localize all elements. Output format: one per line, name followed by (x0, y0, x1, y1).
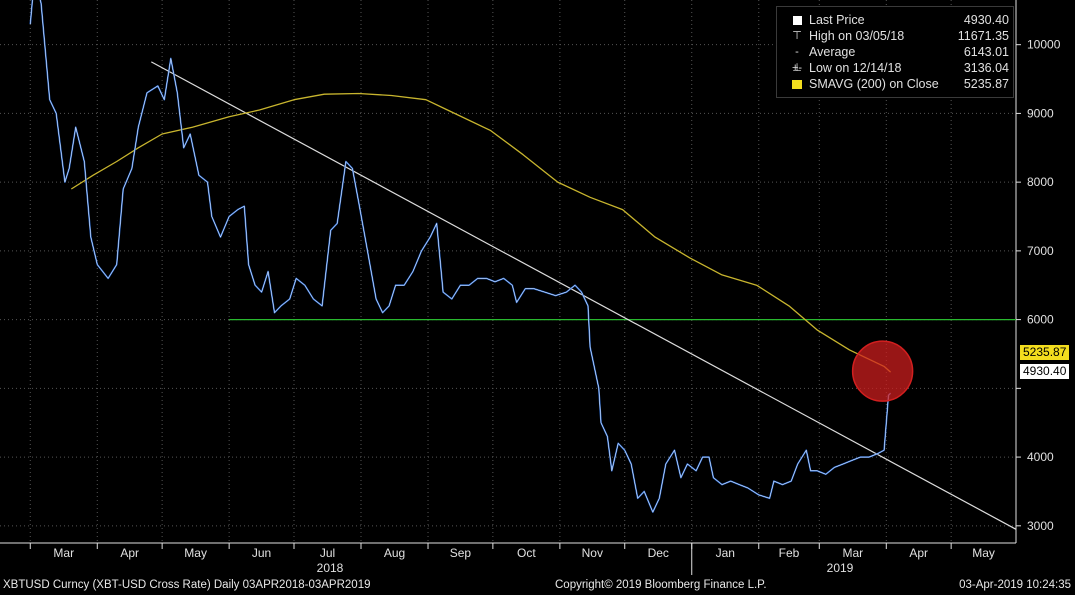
legend-value: 11671.35 (957, 29, 1009, 43)
low-tick-icon: ⊥ (792, 62, 802, 74)
x-tick-label: Sep (450, 546, 472, 560)
x-tick-label: Oct (517, 546, 536, 560)
legend-label: Low on 12/14/18 (809, 61, 902, 75)
x-tick-label: Mar (842, 546, 863, 560)
x-tick-label: Jul (320, 546, 335, 560)
yellow-square-icon (791, 76, 803, 92)
y-tick-label: 3000 (1027, 519, 1054, 533)
white-square-icon (791, 12, 803, 28)
x-tick-label: Apr (120, 546, 139, 560)
y-tick-label: 8000 (1027, 175, 1054, 189)
footer-timestamp: 03-Apr-2019 10:24:35 (959, 579, 1071, 591)
legend-value: 3136.04 (963, 61, 1009, 75)
legend-label: Last Price (809, 13, 865, 27)
legend-label: Average (809, 45, 856, 59)
legend-average: -+- Average 6143.01 (777, 44, 1013, 74)
sma-value-tag: 5235.87 (1020, 345, 1070, 360)
x-tick-label: Apr (909, 546, 928, 560)
y-tick-label: 10000 (1027, 38, 1061, 52)
y-tick-label: 7000 (1027, 244, 1054, 258)
x-tick-label: Feb (779, 546, 800, 560)
legend-label: High on 03/05/18 (809, 29, 905, 43)
legend-last-price: Last Price 4930.40 (777, 12, 1013, 28)
last-price-tag: 4930.40 (1020, 364, 1070, 379)
x-tick-label: Mar (53, 546, 74, 560)
legend-value: 5235.87 (963, 77, 1009, 91)
x-tick-label: Nov (582, 546, 603, 560)
footer-security-info: XBTUSD Curncy (XBT-USD Cross Rate) Daily… (3, 579, 371, 591)
average-cross-icon: -+- (791, 46, 803, 74)
y-tick-label: 6000 (1027, 313, 1054, 327)
legend-label: SMAVG (200) on Close (809, 77, 939, 91)
year-label: 2019 (827, 561, 854, 575)
x-tick-label: Jun (252, 546, 271, 560)
x-tick-label: May (184, 546, 207, 560)
sma-line (70, 92, 892, 373)
price-highlight-line (30, 0, 891, 513)
x-tick-label: Dec (648, 546, 669, 560)
y-tick-label: 9000 (1027, 106, 1054, 120)
footer-copyright: Copyright© 2019 Bloomberg Finance L.P. (555, 579, 767, 591)
x-tick-label: Jan (716, 546, 735, 560)
legend-value: 4930.40 (963, 13, 1009, 27)
x-tick-label: Aug (384, 546, 405, 560)
price-line (29, 0, 892, 513)
y-tick-label: 4000 (1027, 450, 1054, 464)
legend-value: 6143.01 (963, 45, 1009, 59)
high-tick-icon: ⊤ (792, 30, 802, 42)
legend-low: ⊥ Low on 12/14/18 3136.04 (777, 60, 1013, 76)
highlight-circle-marker (851, 340, 914, 402)
year-label: 2018 (317, 561, 344, 575)
legend-high: ⊤ High on 03/05/18 11671.35 (777, 28, 1013, 44)
x-tick-label: May (972, 546, 995, 560)
chart-legend: Last Price 4930.40 ⊤ High on 03/05/18 11… (776, 6, 1014, 98)
legend-smavg: SMAVG (200) on Close 5235.87 (777, 76, 1013, 92)
